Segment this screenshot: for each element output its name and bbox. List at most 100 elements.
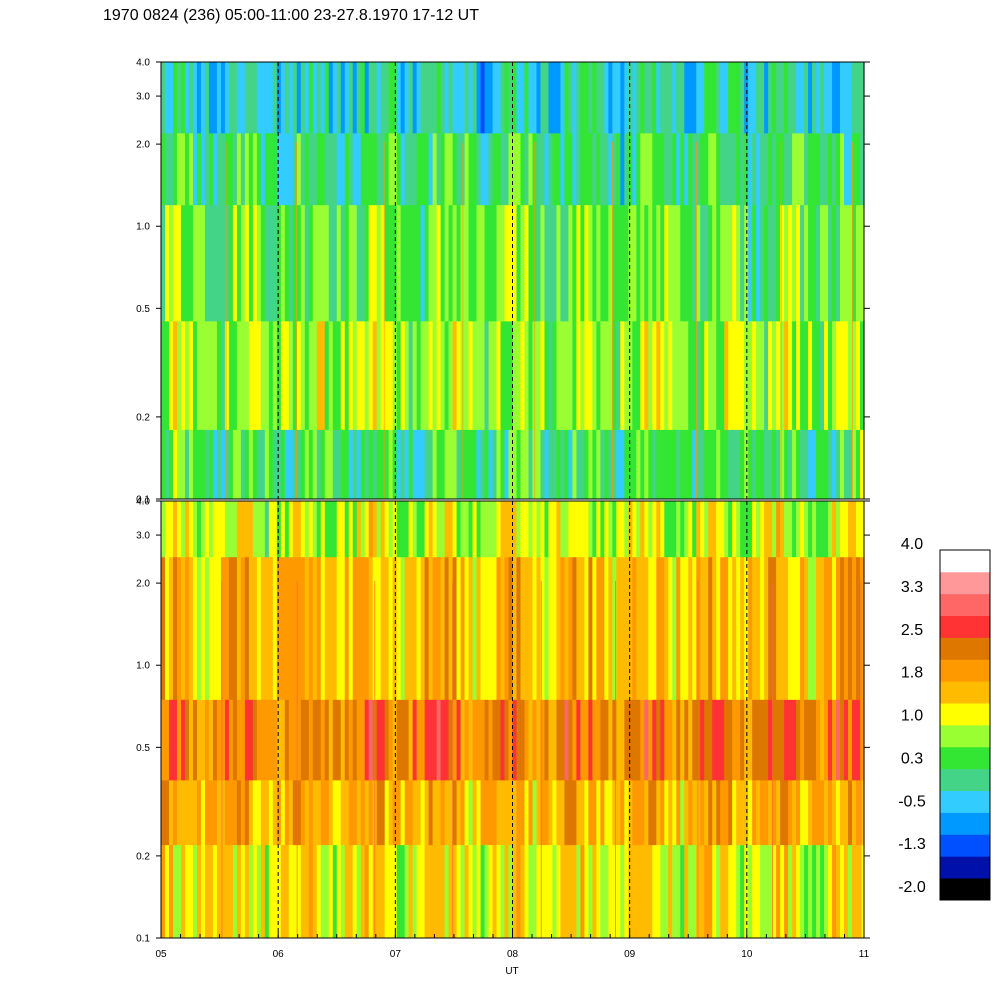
heat-cell (412, 429, 418, 500)
heat-cell (760, 62, 765, 134)
heat-cell (572, 62, 577, 134)
heat-cell (368, 556, 374, 700)
heat-cell (276, 779, 282, 846)
heat-cell (456, 429, 462, 500)
heat-cell (228, 132, 234, 206)
heat-cell (428, 699, 434, 781)
heat-cell (448, 132, 454, 206)
heat-cell (280, 556, 286, 700)
heat-cell (612, 501, 617, 558)
heat-cell (360, 501, 366, 558)
heat-cell (168, 204, 174, 322)
heat-cell (264, 429, 270, 500)
heat-cell (820, 132, 825, 206)
heat-cell (836, 204, 841, 322)
heat-cell (200, 844, 206, 939)
heat-cell (684, 556, 689, 700)
heat-cell (820, 501, 825, 558)
heat-cell (496, 429, 502, 500)
heat-cell (620, 429, 625, 500)
heat-cell (776, 779, 781, 846)
heat-cell (728, 429, 733, 500)
heat-cell (852, 429, 857, 500)
heat-cell (272, 62, 278, 134)
heat-cell (560, 501, 566, 558)
heat-cell (492, 699, 498, 781)
heat-cell (792, 320, 797, 430)
heat-cell (272, 779, 278, 846)
heat-cell (732, 204, 737, 322)
heat-cell (528, 132, 534, 206)
heat-cell (428, 501, 434, 558)
heat-cell (172, 779, 178, 846)
heat-cell (188, 132, 194, 206)
heat-cell (596, 62, 601, 134)
heat-cell (492, 556, 498, 700)
heat-cell (640, 844, 645, 939)
heat-cell (336, 62, 342, 134)
heat-cell (344, 844, 350, 939)
heat-cell (304, 320, 310, 430)
heat-cell (636, 429, 641, 500)
x-tick-label: 07 (390, 949, 402, 960)
heat-cell (852, 779, 857, 846)
heat-cell (632, 204, 637, 322)
heat-cell (332, 844, 338, 939)
heat-cell (784, 204, 789, 322)
heat-cell (804, 699, 809, 781)
heat-cell (224, 429, 230, 500)
heat-cell (844, 699, 849, 781)
heat-cell (248, 844, 254, 939)
heat-cell (696, 844, 701, 939)
heat-cell (548, 779, 554, 846)
heat-cell (324, 699, 330, 781)
heat-cell (816, 429, 821, 500)
heat-cell (680, 501, 685, 558)
heat-cell (468, 556, 474, 700)
heat-cell (728, 844, 733, 939)
heat-cell (716, 204, 721, 322)
heat-cell (800, 429, 805, 500)
heat-cell (712, 429, 717, 500)
heat-cell (700, 779, 705, 846)
heat-cell (832, 320, 837, 430)
heat-cell (740, 132, 745, 206)
heat-cell (588, 320, 593, 430)
heat-cell (188, 62, 194, 134)
heat-cell (428, 62, 434, 134)
heat-cell (244, 501, 250, 558)
heat-cell (724, 699, 729, 781)
heat-cell (256, 204, 262, 322)
heat-cell (696, 779, 701, 846)
colorbar-swatch (940, 593, 990, 617)
heat-cell (196, 779, 202, 846)
heat-cell (492, 132, 498, 206)
heat-cell (532, 844, 538, 939)
heat-cell (620, 699, 625, 781)
heat-cell (336, 779, 342, 846)
heat-cell (360, 429, 366, 500)
heat-cell (464, 779, 470, 846)
heat-cell (240, 320, 246, 430)
heat-cell (820, 779, 825, 846)
heat-cell (532, 501, 538, 558)
heat-cell (840, 62, 845, 134)
heat-cell (312, 204, 318, 322)
heat-cell (736, 501, 741, 558)
heat-cell (540, 429, 546, 500)
heat-cell (648, 779, 653, 846)
heat-cell (268, 699, 274, 781)
heat-cell (228, 429, 234, 500)
heat-cell (176, 779, 182, 846)
heat-cell (724, 844, 729, 939)
y-tick-label: 0.2 (136, 851, 150, 862)
heat-cell (172, 699, 178, 781)
heat-cell (772, 429, 777, 500)
heat-cell (692, 699, 697, 781)
heat-cell (496, 501, 502, 558)
colorbar-tick-label: 3.3 (901, 579, 923, 596)
heat-cell (816, 501, 821, 558)
heat-cell (636, 844, 641, 939)
heat-cell (744, 320, 749, 430)
heat-cell (640, 132, 645, 206)
